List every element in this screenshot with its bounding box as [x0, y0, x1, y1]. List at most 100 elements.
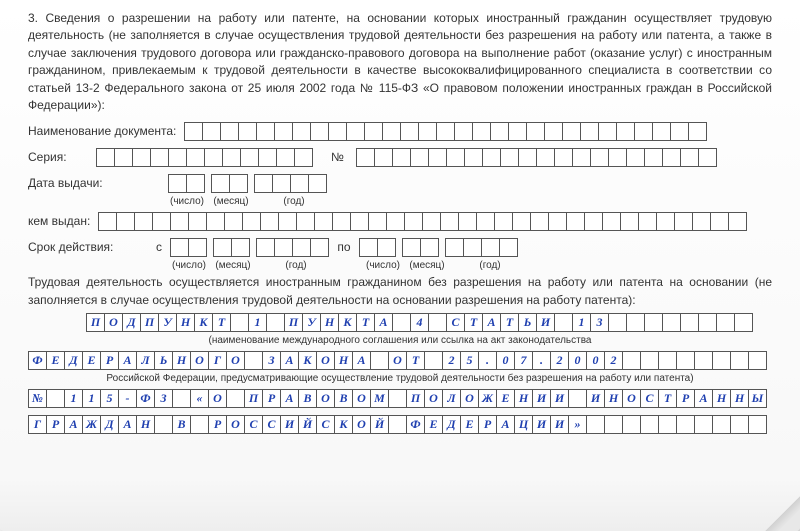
cell[interactable]: А [280, 389, 299, 408]
cell[interactable]: А [64, 415, 83, 434]
cell[interactable] [640, 351, 659, 370]
cell[interactable]: Т [406, 351, 425, 370]
cell[interactable] [436, 122, 455, 141]
cell[interactable] [676, 351, 695, 370]
cell[interactable] [458, 212, 477, 231]
cell[interactable]: А [118, 351, 137, 370]
cell[interactable]: С [640, 389, 659, 408]
cell[interactable]: Р [262, 389, 281, 408]
cell[interactable] [98, 212, 117, 231]
cell[interactable]: 1 [248, 313, 267, 332]
cell[interactable]: И [536, 313, 555, 332]
cell[interactable] [186, 148, 205, 167]
cell[interactable]: Е [460, 415, 479, 434]
cell[interactable] [229, 174, 248, 193]
cell[interactable] [494, 212, 513, 231]
cell[interactable]: С [446, 313, 465, 332]
cell[interactable]: А [694, 389, 713, 408]
cell[interactable] [134, 212, 153, 231]
cell[interactable] [566, 212, 585, 231]
cell[interactable] [602, 212, 621, 231]
cell[interactable]: Т [212, 313, 231, 332]
cell[interactable] [168, 148, 187, 167]
cell[interactable] [568, 389, 587, 408]
cell[interactable]: Д [122, 313, 141, 332]
cell[interactable]: Д [64, 351, 83, 370]
cell[interactable]: С [316, 415, 335, 434]
cell[interactable] [211, 174, 230, 193]
cell[interactable] [222, 148, 241, 167]
cell[interactable] [382, 122, 401, 141]
cell[interactable] [634, 122, 653, 141]
cell[interactable]: О [622, 389, 641, 408]
cell[interactable]: Р [46, 415, 65, 434]
cell[interactable]: О [424, 389, 443, 408]
cell[interactable]: О [104, 313, 123, 332]
cell[interactable]: О [226, 415, 245, 434]
cell[interactable] [626, 313, 645, 332]
cell[interactable]: Т [464, 313, 483, 332]
cell[interactable] [676, 415, 695, 434]
cell[interactable]: Г [208, 351, 227, 370]
cell[interactable]: К [334, 415, 353, 434]
cell[interactable] [190, 415, 209, 434]
cell[interactable]: Ц [514, 415, 533, 434]
cell[interactable]: Т [500, 313, 519, 332]
cell[interactable] [548, 212, 567, 231]
cell[interactable] [254, 174, 273, 193]
cell[interactable]: З [262, 351, 281, 370]
cell[interactable] [314, 212, 333, 231]
cells-issued-by[interactable] [98, 212, 772, 231]
cell[interactable] [256, 122, 275, 141]
cell[interactable] [350, 212, 369, 231]
cell[interactable] [712, 415, 731, 434]
cell[interactable]: Н [172, 351, 191, 370]
cell[interactable]: Р [676, 389, 695, 408]
cell[interactable] [418, 122, 437, 141]
cell[interactable]: 5 [100, 389, 119, 408]
cell[interactable] [440, 212, 459, 231]
cell[interactable] [530, 212, 549, 231]
cell[interactable] [680, 313, 699, 332]
cell[interactable] [604, 415, 623, 434]
cell[interactable] [658, 351, 677, 370]
cell[interactable] [463, 238, 482, 257]
cell[interactable] [734, 313, 753, 332]
cell[interactable] [202, 122, 221, 141]
cell[interactable]: Е [424, 415, 443, 434]
cell[interactable] [388, 389, 407, 408]
cell[interactable]: С [244, 415, 263, 434]
cell[interactable] [224, 212, 243, 231]
cell[interactable]: Ь [154, 351, 173, 370]
cell[interactable]: П [284, 313, 303, 332]
cell[interactable] [238, 122, 257, 141]
cell[interactable] [464, 148, 483, 167]
cell[interactable]: В [298, 389, 317, 408]
cell[interactable] [402, 238, 421, 257]
cell[interactable]: 0 [496, 351, 515, 370]
cell[interactable] [620, 212, 639, 231]
cell[interactable] [388, 415, 407, 434]
cell[interactable] [590, 148, 609, 167]
cell[interactable] [445, 238, 464, 257]
cell[interactable]: К [298, 351, 317, 370]
cell[interactable] [490, 122, 509, 141]
cell[interactable]: Й [298, 415, 317, 434]
cell[interactable]: О [352, 415, 371, 434]
cell[interactable] [96, 148, 115, 167]
cell[interactable] [428, 148, 447, 167]
cell[interactable] [670, 122, 689, 141]
cell[interactable] [694, 351, 713, 370]
cell[interactable]: 1 [82, 389, 101, 408]
cells-series[interactable] [96, 148, 313, 167]
cell[interactable]: Н [136, 415, 155, 434]
cell[interactable]: А [374, 313, 393, 332]
cells-to-year[interactable] [445, 238, 518, 257]
cell[interactable] [116, 212, 135, 231]
cell[interactable]: 1 [64, 389, 83, 408]
cell[interactable] [622, 351, 641, 370]
cell[interactable]: Н [176, 313, 195, 332]
cell[interactable]: Л [136, 351, 155, 370]
cell[interactable]: Н [604, 389, 623, 408]
cell[interactable] [274, 238, 293, 257]
